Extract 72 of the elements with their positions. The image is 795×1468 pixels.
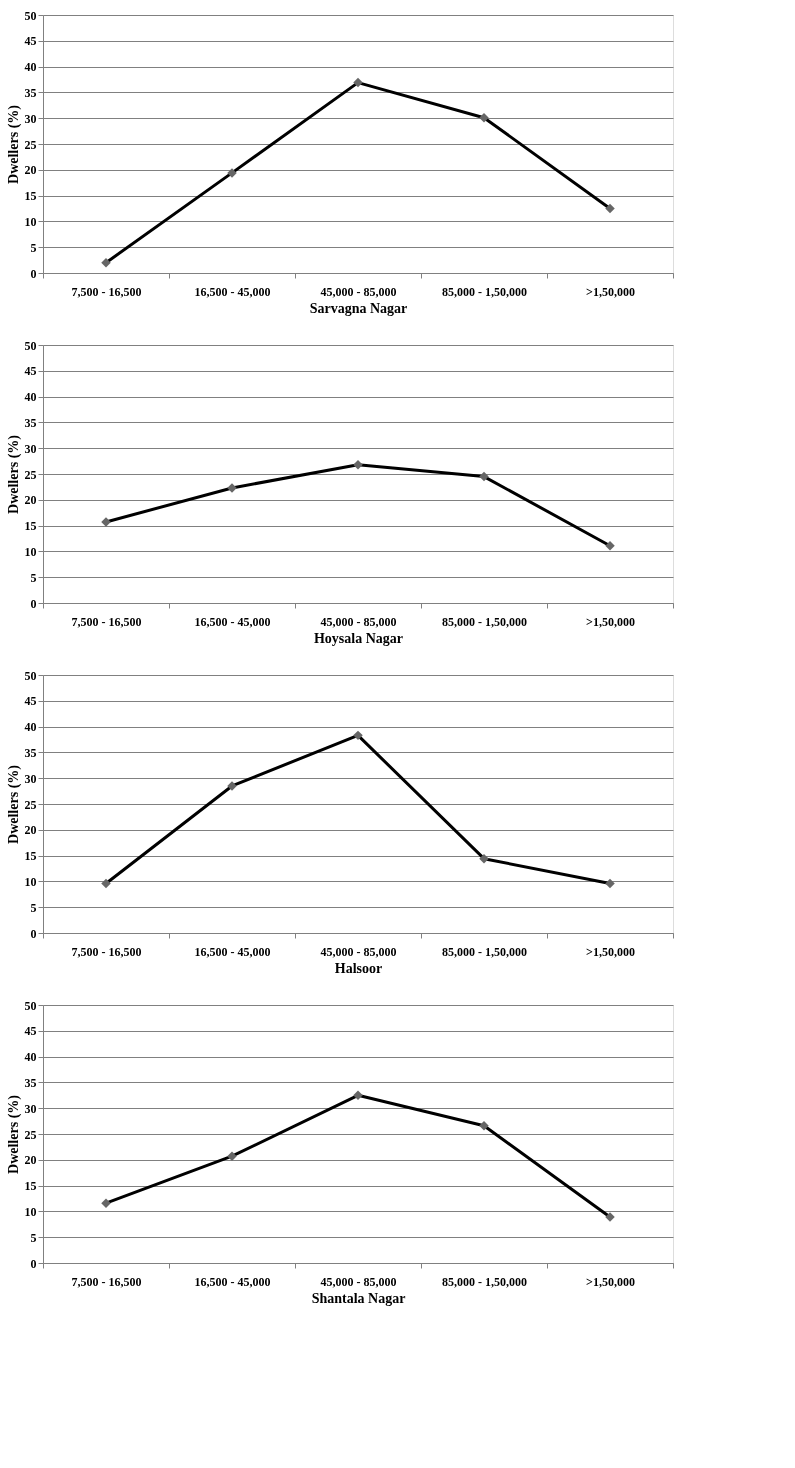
x-tick-label: >1,50,000	[586, 284, 635, 299]
y-tick-label: 5	[30, 1230, 37, 1245]
x-axis-title: Shantala Nagar	[311, 1290, 406, 1306]
x-tick-label: 7,500 - 16,500	[71, 1274, 142, 1289]
x-tick-label: 45,000 - 85,000	[320, 614, 397, 629]
y-tick-label: 5	[30, 570, 37, 585]
x-tick-label: 85,000 - 1,50,000	[442, 944, 527, 959]
x-tick-label: >1,50,000	[586, 614, 635, 629]
y-tick-label: 15	[24, 519, 37, 534]
x-tick-label: 7,500 - 16,500	[71, 284, 142, 299]
y-tick-label: 15	[24, 189, 37, 204]
y-tick-label: 30	[24, 111, 37, 126]
y-tick-label: 40	[24, 60, 37, 75]
y-tick-label: 35	[24, 1075, 37, 1090]
x-tick-label: 45,000 - 85,000	[320, 944, 397, 959]
x-tick-label: 16,500 - 45,000	[194, 1274, 271, 1289]
y-tick-label: 15	[24, 1179, 37, 1194]
y-tick-label: 25	[24, 1127, 37, 1142]
y-tick-label: 0	[30, 266, 37, 281]
y-axis-title: Dwellers (%)	[5, 1094, 22, 1174]
y-axis-title: Dwellers (%)	[5, 104, 22, 184]
y-tick-label: 0	[30, 596, 37, 611]
x-tick-label: 45,000 - 85,000	[320, 1274, 397, 1289]
y-tick-label: 35	[24, 745, 37, 760]
x-tick-label: 16,500 - 45,000	[194, 284, 271, 299]
y-tick-label: 50	[24, 998, 37, 1013]
y-tick-label: 5	[30, 900, 37, 915]
x-tick-label: 85,000 - 1,50,000	[442, 284, 527, 299]
y-axis-title: Dwellers (%)	[5, 764, 22, 844]
y-tick-label: 20	[24, 1153, 37, 1168]
y-tick-label: 45	[24, 694, 37, 709]
y-tick-label: 45	[24, 1024, 37, 1039]
x-axis-title: Halsoor	[334, 960, 383, 976]
x-tick-label: 85,000 - 1,50,000	[442, 1274, 527, 1289]
x-tick-label: 45,000 - 85,000	[320, 284, 397, 299]
y-tick-label: 25	[24, 137, 37, 152]
x-tick-label: 7,500 - 16,500	[71, 614, 142, 629]
y-tick-label: 50	[24, 668, 37, 683]
y-tick-label: 20	[24, 823, 37, 838]
y-tick-label: 50	[24, 338, 37, 353]
y-tick-label: 40	[24, 390, 37, 405]
y-tick-label: 10	[24, 1204, 37, 1219]
y-tick-label: 30	[24, 441, 37, 456]
y-tick-label: 40	[24, 1050, 37, 1065]
y-tick-label: 25	[24, 467, 37, 482]
y-tick-label: 10	[24, 214, 37, 229]
y-axis-title: Dwellers (%)	[5, 434, 22, 514]
y-tick-label: 40	[24, 720, 37, 735]
x-tick-label: 7,500 - 16,500	[71, 944, 142, 959]
x-tick-label: >1,50,000	[586, 1274, 635, 1289]
y-tick-label: 25	[24, 797, 37, 812]
y-tick-label: 50	[24, 8, 37, 23]
y-tick-label: 35	[24, 415, 37, 430]
y-tick-label: 30	[24, 771, 37, 786]
x-tick-label: >1,50,000	[586, 944, 635, 959]
x-tick-label: 85,000 - 1,50,000	[442, 614, 527, 629]
y-tick-label: 0	[30, 926, 37, 941]
y-tick-label: 45	[24, 364, 37, 379]
y-tick-label: 10	[24, 544, 37, 559]
x-axis-title: Hoysala Nagar	[313, 630, 404, 646]
y-tick-label: 35	[24, 85, 37, 100]
y-tick-label: 30	[24, 1101, 37, 1116]
x-tick-label: 16,500 - 45,000	[194, 944, 271, 959]
y-tick-label: 15	[24, 849, 37, 864]
y-tick-label: 0	[30, 1256, 37, 1271]
x-tick-label: 16,500 - 45,000	[194, 614, 271, 629]
y-tick-label: 10	[24, 874, 37, 889]
y-tick-label: 5	[30, 240, 37, 255]
y-tick-label: 20	[24, 493, 37, 508]
x-axis-title: Sarvagna Nagar	[309, 300, 408, 316]
y-tick-label: 20	[24, 163, 37, 178]
y-tick-label: 45	[24, 34, 37, 49]
